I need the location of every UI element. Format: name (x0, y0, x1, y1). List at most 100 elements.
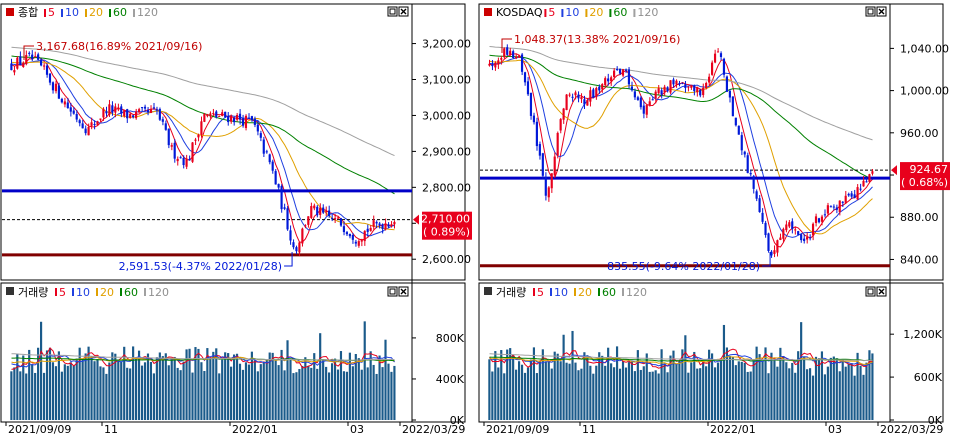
candle-body (556, 132, 559, 156)
candle-body (699, 89, 702, 96)
volume-bar (820, 351, 824, 420)
volume-bar (645, 353, 648, 420)
candle-body (523, 72, 527, 83)
volume-bar (390, 371, 393, 420)
candle-body (137, 109, 141, 113)
candle-body (354, 241, 357, 244)
candle-body (710, 62, 714, 75)
candle-body (826, 205, 829, 214)
volume-bar (143, 362, 147, 420)
candle-body (209, 113, 212, 117)
ma-legend-label: 20 (589, 6, 603, 19)
candle-body (230, 115, 233, 122)
volume-bar (746, 371, 749, 420)
candle-body (45, 65, 49, 75)
volume-bar (865, 362, 868, 420)
candle-body (630, 86, 633, 91)
volume-bar (34, 372, 37, 420)
volume-bar (624, 367, 628, 420)
volume-bar (292, 373, 295, 420)
ma-legend-swatch (120, 288, 122, 296)
volume-bar (838, 371, 841, 420)
current-value-box (900, 162, 950, 191)
volume-bar (794, 372, 797, 420)
volume-bar (630, 361, 633, 420)
candle-body (206, 113, 209, 117)
candle-body (503, 48, 506, 58)
candle-body (369, 228, 372, 231)
volume-bar (16, 353, 19, 420)
volume-bar (523, 372, 527, 420)
volume-bar (158, 352, 161, 420)
candle-body (764, 222, 767, 236)
close-glyph (878, 288, 885, 295)
volume-bar (734, 365, 737, 420)
candle-body (648, 101, 651, 106)
volume-bar (669, 355, 672, 420)
volume-bar (607, 347, 610, 420)
volume-bar (565, 362, 568, 420)
volume-bar (532, 347, 536, 420)
volume-bar (351, 366, 354, 420)
candle-body (372, 220, 375, 227)
candle-body (607, 78, 610, 82)
candle-body (48, 73, 52, 83)
volume-bar (253, 360, 256, 420)
candle-body (728, 90, 731, 98)
price-frame (0, 3, 466, 281)
volume-bar (200, 362, 203, 420)
candle-body (224, 111, 227, 118)
current-value: 924.67 (910, 163, 949, 176)
volume-bar (13, 367, 16, 420)
close-glyph (400, 288, 407, 295)
candle-body (31, 54, 34, 60)
candle-body (494, 62, 497, 68)
volume-bar (488, 359, 491, 420)
volume-bar (817, 358, 821, 420)
volume-bar (702, 361, 705, 420)
candle-body (247, 117, 251, 119)
candle-body (13, 70, 16, 73)
candle-body (788, 222, 791, 227)
volume-bar (657, 373, 660, 420)
candle-body (583, 99, 586, 105)
candle-body (191, 142, 194, 162)
volume-bar (583, 352, 586, 420)
low-label: 835.55(-9.64% 2022/01/28) (607, 260, 760, 273)
candle-body (868, 174, 871, 182)
volume-bar (743, 362, 746, 420)
volume-bar (868, 350, 871, 420)
volume-bar (651, 371, 654, 420)
ma-legend-swatch (633, 9, 636, 17)
volume-bar (206, 348, 209, 420)
volume-bar (512, 354, 515, 420)
volume-bar (393, 365, 396, 420)
volume-bar (108, 362, 111, 420)
ma-line-120 (489, 46, 873, 141)
candle-body (351, 234, 354, 240)
candle-body (345, 232, 348, 235)
candle-body (244, 115, 248, 128)
volume-bar (779, 347, 782, 420)
candle-body (221, 112, 224, 116)
volume-bar (105, 373, 108, 420)
candle-body (767, 233, 770, 251)
candle-body (509, 50, 512, 55)
price-tick-label: 3,200.00 (422, 38, 471, 51)
candle-body (325, 211, 328, 213)
candle-body (93, 124, 96, 126)
candle-body (328, 210, 331, 217)
volume-bar (693, 351, 696, 420)
candle-body (859, 188, 862, 190)
candle-body (173, 142, 176, 159)
candle-body (702, 87, 705, 95)
candle-body (526, 81, 530, 95)
restore-icon (387, 286, 398, 297)
panel-title: 종합 (18, 6, 38, 19)
volume-bar (72, 365, 75, 420)
volume-bar (173, 356, 176, 420)
volume-bar (280, 349, 283, 420)
candle-body (844, 195, 847, 203)
candle-body (152, 107, 155, 109)
